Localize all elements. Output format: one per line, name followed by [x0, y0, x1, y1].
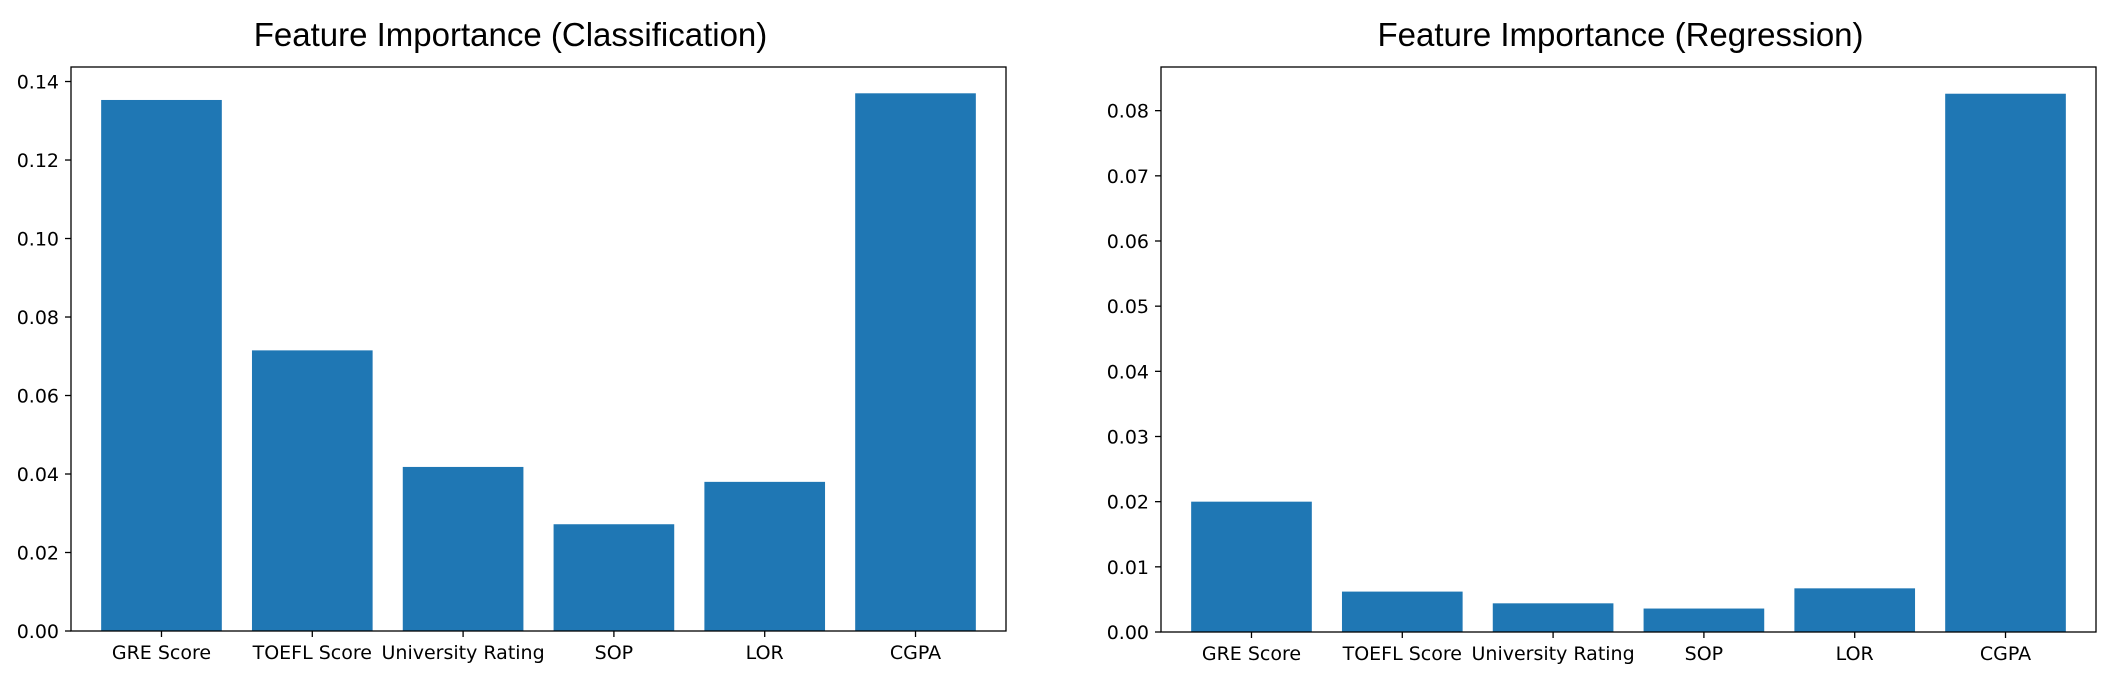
y-tick-label: 0.07 [1107, 166, 1149, 188]
x-tick-label: CGPA [890, 642, 941, 664]
regression-chart: Feature Importance (Regression) 0.00 0.01… [1107, 16, 2097, 665]
y-axis: 0.00 0.01 0.02 0.03 0.04 0.05 0.06 0.07 0.08 [1107, 101, 1161, 644]
y-tick-label: 0.12 [17, 150, 59, 172]
y-tick-label: 0.00 [1107, 622, 1149, 644]
y-tick-label: 0.06 [1107, 231, 1149, 253]
y-tick-label: 0.02 [1107, 492, 1149, 514]
y-tick-label: 0.10 [17, 229, 59, 251]
bar-3 [553, 524, 675, 631]
y-tick-label: 0.14 [17, 72, 59, 94]
x-tick-label: GRE Score [1202, 643, 1301, 665]
y-tick-label: 0.03 [1107, 426, 1149, 448]
x-axis: GRE Score TOEFL Score University Rating SOP… [1202, 632, 2031, 665]
plot-frame [70, 66, 1007, 632]
bar-5 [1945, 93, 2066, 633]
x-tick-label: GRE Score [112, 642, 211, 664]
y-tick-label: 0.05 [1107, 296, 1149, 318]
x-tick-label: LOR [1836, 643, 1874, 665]
x-tick-label: University Rating [382, 642, 545, 664]
bar-1 [251, 350, 373, 631]
bar-2 [402, 466, 524, 631]
x-tick-label: CGPA [1980, 643, 2031, 665]
classification-chart: Feature Importance (Classification) 0.00… [17, 16, 1007, 664]
y-tick-label: 0.00 [17, 621, 59, 643]
x-tick-label: SOP [595, 642, 633, 664]
bar-4 [1794, 588, 1916, 632]
bar-0 [1191, 501, 1312, 632]
x-tick-label: TOEFL Score [252, 642, 372, 664]
chart-title: Feature Importance (Regression) [1377, 16, 1863, 53]
x-tick-label: TOEFL Score [1342, 643, 1462, 665]
y-tick-label: 0.01 [1107, 557, 1149, 579]
y-tick-label: 0.02 [17, 543, 59, 565]
x-tick-label: LOR [746, 642, 784, 664]
x-tick-label: University Rating [1472, 643, 1635, 665]
bar-5 [855, 93, 976, 632]
bar-4 [704, 481, 826, 631]
bar-0 [101, 99, 222, 632]
x-tick-label: SOP [1685, 643, 1723, 665]
y-tick-label: 0.04 [1107, 361, 1149, 383]
bars [1191, 93, 2066, 633]
plot-frame [1160, 66, 2097, 633]
bar-2 [1492, 603, 1614, 632]
bar-3 [1643, 608, 1765, 632]
x-axis: GRE Score TOEFL Score University Rating SOP… [112, 631, 941, 664]
chart-title: Feature Importance (Classification) [254, 16, 768, 53]
y-tick-label: 0.08 [1107, 101, 1149, 123]
bars [101, 93, 976, 632]
bar-1 [1341, 591, 1463, 632]
y-tick-label: 0.04 [17, 464, 59, 486]
y-tick-label: 0.06 [17, 386, 59, 408]
y-axis: 0.00 0.02 0.04 0.06 0.08 0.10 0.12 0.14 [17, 72, 71, 643]
y-tick-label: 0.08 [17, 307, 59, 329]
